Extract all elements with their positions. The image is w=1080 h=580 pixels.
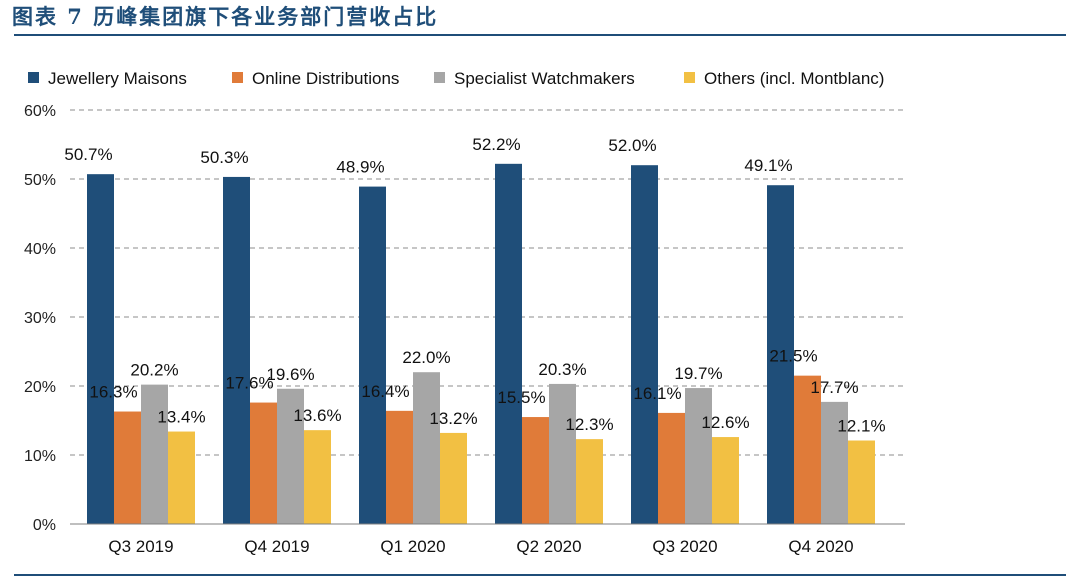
legend-swatch-specialist-watchmakers [434,72,445,83]
x-tick-label-q3-2020: Q3 2020 [652,537,717,556]
data-labels: 50.7% 16.3% 20.2% 13.4% 50.3% 17.6%19.6% 13.6%… [64,135,885,436]
data-label-jewellery-maisons-q4-2019: 50.3% [200,148,248,167]
y-tick-label: 0% [33,517,56,534]
data-label-jewellery-maisons-q1-2020: 48.9% [336,158,384,177]
y-tick-label: 60% [24,103,56,120]
data-label-jewellery-maisons-q2-2020: 52.2% [472,135,520,154]
bar-specialist-watchmakers-q3-2020 [685,388,712,524]
title-underline [14,34,1066,36]
bar-jewellery-maisons-q3-2019 [87,174,114,525]
data-label-others-incl-montblanc-q2-2020: 12.3% [565,415,613,434]
bar-specialist-watchmakers-q3-2019 [141,384,168,524]
bars [87,163,875,525]
y-tick-label: 40% [24,241,56,258]
x-tick-label-q1-2020: Q1 2020 [380,537,445,556]
y-tick-label: 20% [24,379,56,396]
bar-specialist-watchmakers-q1-2020 [413,372,440,524]
data-label-jewellery-maisons-q3-2020: 52.0% [608,136,656,155]
bar-online-distributions-q4-2020 [794,375,821,524]
legend: Jewellery Maisons Online Distributions Spe… [28,69,884,88]
bar-online-distributions-q4-2019 [250,402,277,524]
bar-jewellery-maisons-q4-2019 [223,176,250,524]
figure-title: 图表 7 历峰集团旗下各业务部门营收占比 [12,4,439,29]
data-label-specialist-watchmakers-q3-2020: 19.7% [674,364,722,383]
bar-specialist-watchmakers-q4-2019 [277,388,304,524]
bar-jewellery-maisons-q1-2020 [359,186,386,524]
bar-others-incl-montblanc-q4-2020 [848,440,875,524]
data-label-specialist-watchmakers-q2-2020: 20.3% [538,360,586,379]
x-tick-label-q3-2019: Q3 2019 [108,537,173,556]
data-label-jewellery-maisons-q3-2019: 50.7% [64,145,112,164]
data-label-online-distributions-q1-2020: 16.4% [361,382,409,401]
x-tick-label-q4-2020: Q4 2020 [788,537,853,556]
data-label-others-incl-montblanc-q1-2020: 13.2% [429,409,477,428]
bar-online-distributions-q3-2020 [658,412,685,524]
data-label-online-distributions-q3-2020: 16.1% [633,384,681,403]
y-tick-label: 50% [24,172,56,189]
bottom-rule [14,574,1066,576]
x-tick-label-q4-2019: Q4 2019 [244,537,309,556]
x-tick-label-q2-2020: Q2 2020 [516,537,581,556]
y-tick-label: 30% [24,310,56,327]
bar-online-distributions-q1-2020 [386,410,413,524]
y-tick-label: 10% [24,448,56,465]
legend-swatch-others-incl-montblanc [684,72,695,83]
data-label-online-distributions-q2-2020: 15.5% [497,388,545,407]
data-label-jewellery-maisons-q4-2020: 49.1% [744,156,792,175]
data-label-online-distributions-q4-2020: 21.5% [769,347,817,366]
data-label-specialist-watchmakers-q1-2020: 22.0% [402,348,450,367]
data-label-online-distributions-q4-2019: 17.6% [225,374,273,393]
gridlines [70,109,905,456]
legend-label-jewellery-maisons: Jewellery Maisons [48,69,187,88]
data-label-specialist-watchmakers-q3-2019: 20.2% [130,361,178,380]
bar-jewellery-maisons-q4-2020 [767,185,794,524]
legend-label-online-distributions: Online Distributions [252,69,399,88]
bar-jewellery-maisons-q3-2020 [631,165,658,524]
bar-others-incl-montblanc-q1-2020 [440,432,467,524]
y-axis: 0% 10% 20% 30% 40% 50% 60% [24,103,56,534]
x-axis: Q3 2019 Q4 2019 Q1 2020 Q2 2020 Q3 2020 Q4 20… [70,523,905,556]
legend-swatch-online-distributions [232,72,243,83]
bar-others-incl-montblanc-q4-2019 [304,430,331,524]
bar-others-incl-montblanc-q2-2020 [576,439,603,524]
bar-specialist-watchmakers-q2-2020 [549,383,576,524]
data-label-specialist-watchmakers-q4-2019: 19.6% [266,365,314,384]
data-label-others-incl-montblanc-q3-2020: 12.6% [701,413,749,432]
bar-online-distributions-q2-2020 [522,417,549,524]
data-label-others-incl-montblanc-q4-2020: 12.1% [837,417,885,436]
data-label-specialist-watchmakers-q4-2020: 17.7% [810,378,858,397]
data-label-online-distributions-q3-2019: 16.3% [89,383,137,402]
legend-swatch-jewellery-maisons [28,72,39,83]
legend-label-others-incl-montblanc: Others (incl. Montblanc) [704,69,884,88]
bar-online-distributions-q3-2019 [114,411,141,524]
legend-label-specialist-watchmakers: Specialist Watchmakers [454,69,635,88]
bar-others-incl-montblanc-q3-2020 [712,437,739,524]
data-label-others-incl-montblanc-q3-2019: 13.4% [157,408,205,427]
data-label-others-incl-montblanc-q4-2019: 13.6% [293,406,341,425]
bar-jewellery-maisons-q2-2020 [495,163,522,524]
bar-specialist-watchmakers-q4-2020 [821,401,848,524]
bar-others-incl-montblanc-q3-2019 [168,431,195,524]
